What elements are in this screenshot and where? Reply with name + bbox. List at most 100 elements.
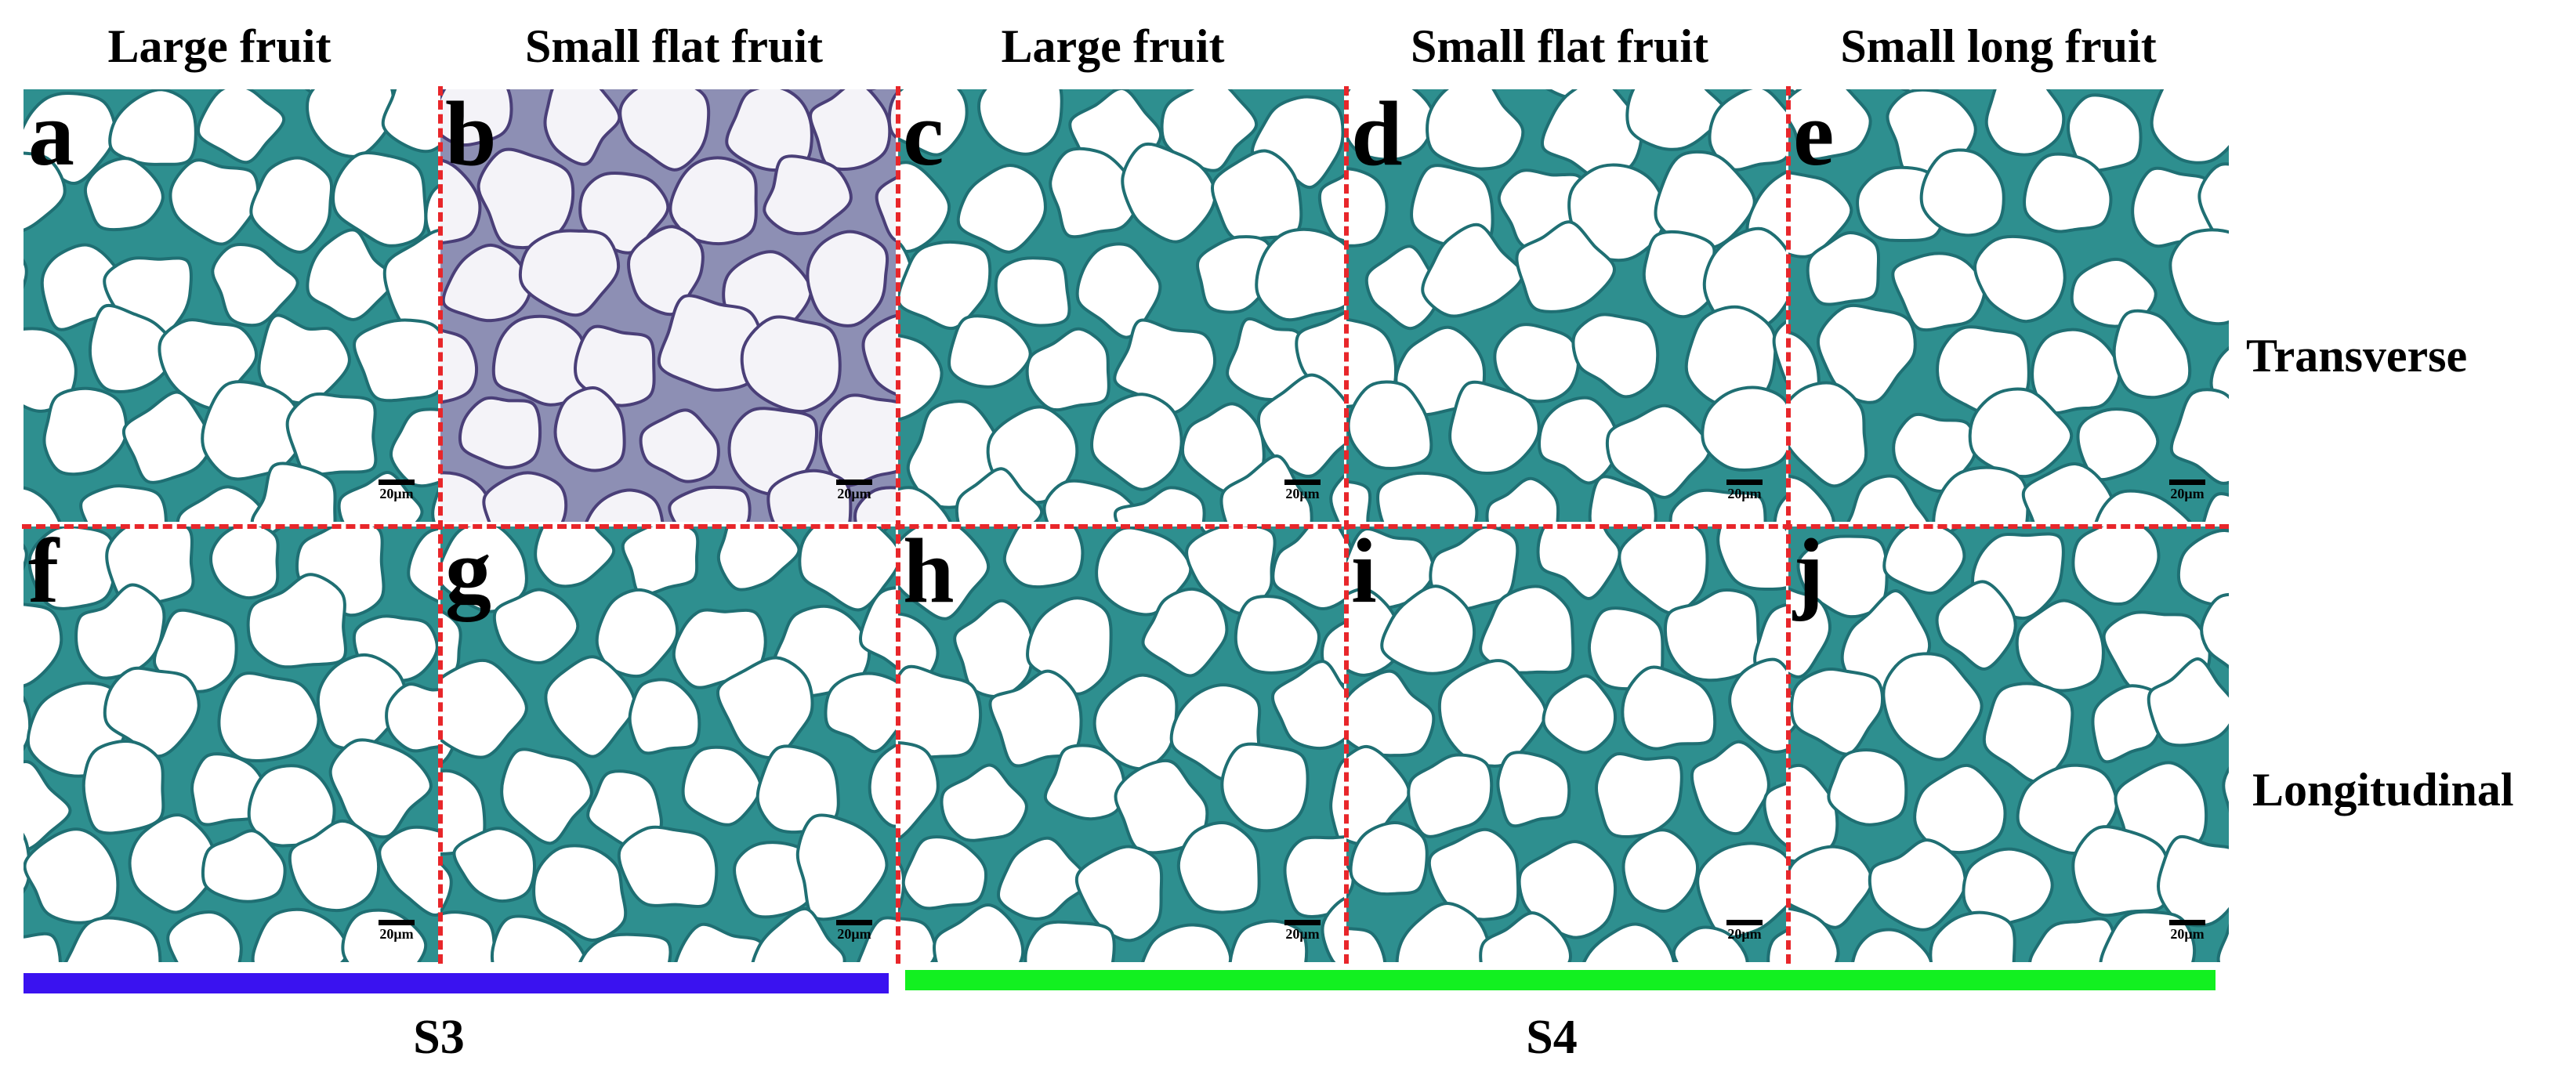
plant-cell	[1763, 781, 1786, 848]
plant-cell	[2222, 766, 2229, 813]
plant-cell	[532, 844, 628, 942]
plant-cell	[332, 151, 428, 248]
plant-cell	[1788, 906, 1840, 962]
column-title-small-flat-fruit-s3: Small flat fruit	[525, 20, 823, 72]
plant-cell	[1364, 244, 1442, 331]
scale-bar: 20μm	[836, 479, 872, 508]
scale-bar-label: 20μm	[1727, 926, 1762, 942]
plant-cell	[1271, 527, 1344, 610]
plant-cell	[440, 328, 479, 404]
plant-cell	[2071, 527, 2161, 606]
plant-cell	[2200, 592, 2229, 669]
plant-cell	[1479, 584, 1575, 675]
plant-cell	[1625, 89, 1727, 151]
plant-cell	[898, 486, 952, 522]
plant-cell	[1074, 845, 1164, 943]
panel-letter-f: f	[28, 527, 60, 622]
panel-letter-i: i	[1351, 527, 1377, 622]
plant-cell	[1806, 230, 1881, 306]
plant-cell	[1427, 827, 1520, 921]
plant-cell	[898, 917, 937, 962]
plant-cell	[618, 89, 711, 172]
plant-cell	[1448, 380, 1541, 476]
plant-cell	[440, 658, 528, 759]
stage-label-s4: S4	[1526, 1011, 1578, 1064]
plant-cell	[63, 916, 162, 962]
row-title-longitudinal: Longitudinal	[2252, 764, 2514, 816]
plant-cell	[1788, 845, 1874, 929]
plant-cell	[1846, 474, 1930, 522]
plant-cell	[249, 156, 334, 254]
plant-cell	[1772, 320, 1786, 384]
plant-cell	[285, 392, 378, 476]
plant-cell	[518, 229, 621, 317]
row-title-transverse: Transverse	[2246, 330, 2468, 382]
parenchyma-tissue-image	[1346, 89, 1786, 522]
plant-cell	[1773, 494, 1786, 522]
plant-cell	[2112, 309, 2192, 400]
plant-cell	[1270, 660, 1344, 751]
parenchyma-tissue-image	[24, 89, 438, 522]
micrograph-panel-e: e 20μm	[1788, 89, 2229, 522]
plant-cell	[543, 89, 621, 166]
parenchyma-tissue-image	[1346, 527, 1786, 962]
plant-cell	[2157, 834, 2229, 928]
plant-cell	[1708, 89, 1786, 172]
plant-cell	[482, 471, 568, 522]
plant-cell	[190, 752, 267, 827]
plant-cell	[751, 907, 846, 962]
plant-cell	[166, 910, 243, 962]
plant-cell	[1329, 474, 1344, 522]
plant-cell	[861, 314, 896, 396]
plant-cell	[1429, 527, 1520, 611]
plant-cell	[853, 486, 896, 522]
plant-cell	[1024, 920, 1116, 962]
plant-cell	[211, 242, 299, 327]
scale-bar: 20μm	[1284, 920, 1321, 948]
plant-cell	[1141, 587, 1229, 678]
panel-letter-j: j	[1793, 527, 1824, 622]
plant-cell	[1220, 742, 1310, 833]
plant-cell	[82, 740, 165, 835]
parenchyma-tissue-image	[440, 527, 896, 962]
plant-cell	[1542, 674, 1618, 755]
panel-letter-c: c	[903, 89, 944, 185]
plant-cell	[128, 813, 217, 914]
plant-cell	[1919, 148, 2005, 237]
plant-cell	[628, 678, 701, 755]
micrograph-panel-b: b 20μm	[440, 89, 896, 522]
plant-cell	[1025, 327, 1110, 412]
plant-cell	[887, 92, 896, 139]
micrograph-panel-f: f 20μm	[24, 527, 438, 962]
column-title-large-fruit-s3: Large fruit	[107, 20, 332, 72]
plant-cell	[1479, 911, 1572, 962]
divider-horizontal	[22, 524, 2229, 529]
plant-cell	[440, 860, 453, 915]
plant-cell	[795, 813, 889, 921]
parenchyma-tissue-image	[440, 89, 896, 522]
plant-cell	[856, 916, 896, 962]
plant-cell	[83, 157, 165, 232]
plant-cell	[492, 588, 580, 664]
column-title-small-flat-fruit-s4: Small flat fruit	[1411, 20, 1708, 72]
plant-cell	[1255, 227, 1344, 322]
plant-cell	[740, 315, 842, 414]
plant-cell	[441, 243, 532, 323]
scale-bar: 20μm	[379, 920, 415, 948]
plant-cell	[305, 89, 396, 158]
plant-cell	[898, 664, 983, 759]
plant-cell	[42, 386, 129, 476]
parenchyma-tissue-image	[898, 527, 1344, 962]
plant-cell	[2015, 599, 2105, 693]
scale-bar: 20μm	[2169, 479, 2205, 508]
micrograph-panel-j: j 20μm	[1788, 527, 2229, 962]
plant-cell	[2021, 461, 2116, 522]
plant-cell	[1728, 657, 1786, 754]
plant-cell	[79, 484, 168, 522]
plant-cell	[955, 467, 1044, 522]
plant-cell	[1642, 230, 1716, 319]
plant-cell	[1160, 89, 1259, 172]
plant-cell	[103, 666, 201, 758]
plant-cell	[1851, 928, 1933, 962]
scale-bar-label: 20μm	[379, 486, 414, 501]
